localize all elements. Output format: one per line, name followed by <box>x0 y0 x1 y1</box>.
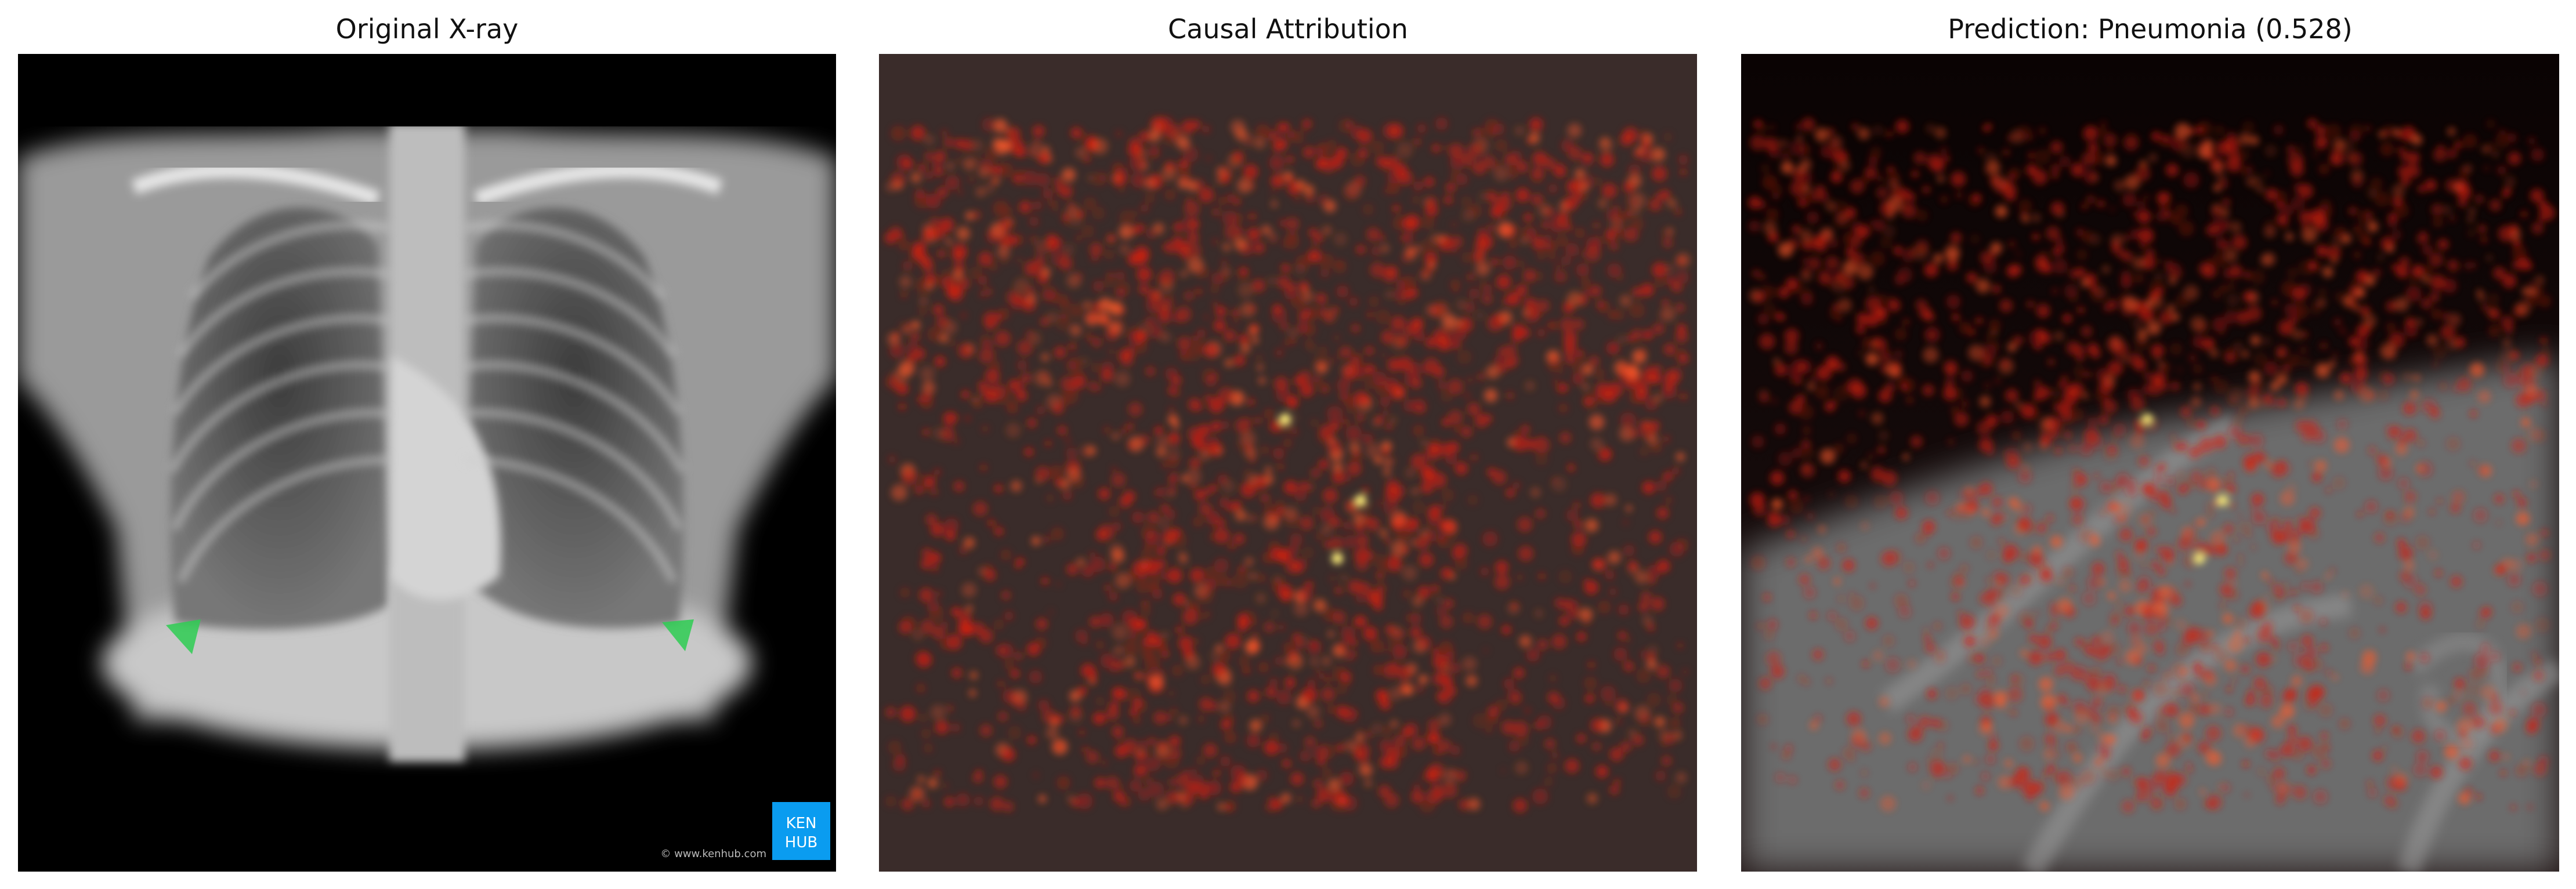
panel-title-attribution: Causal Attribution <box>879 10 1697 48</box>
causal-attribution-heatmap <box>879 54 1697 872</box>
panel-title-original: Original X-ray <box>18 10 836 48</box>
panel-title-prediction: Prediction: Pneumonia (0.528) <box>1741 10 2559 48</box>
kenhub-credit: © www.kenhub.com <box>660 848 766 860</box>
kenhub-logo: KEN HUB <box>772 802 830 860</box>
prediction-overlay-image <box>1741 54 2559 872</box>
original-xray-image: KEN HUB © www.kenhub.com <box>18 54 836 872</box>
kenhub-logo-line1: KEN <box>786 815 817 832</box>
kenhub-logo-line2: HUB <box>785 834 817 851</box>
